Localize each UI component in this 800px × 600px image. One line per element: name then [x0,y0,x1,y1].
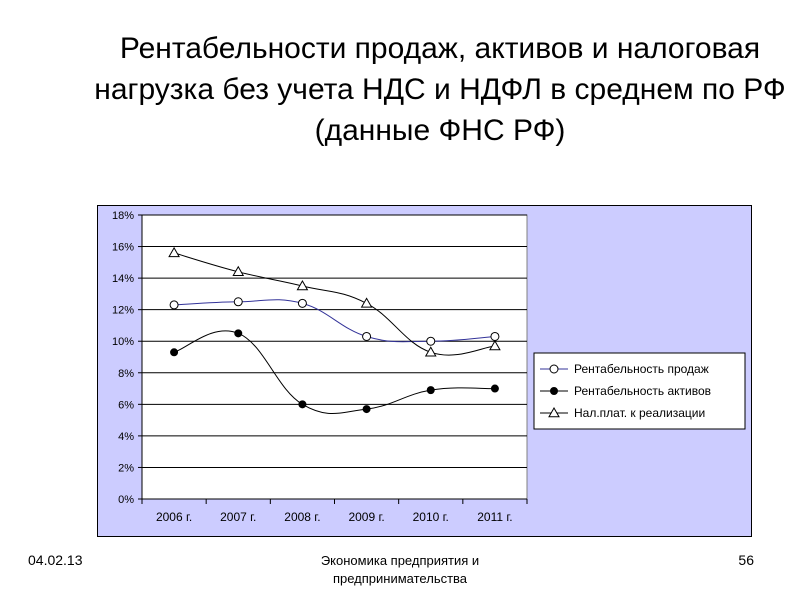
slide-title: Рентабельности продаж, активов и налогов… [94,32,786,147]
data-point [362,405,371,414]
y-tick-label: 2% [118,462,134,474]
legend-label: Нал.плат. к реализации [574,406,705,420]
y-tick-label: 16% [112,242,134,254]
legend [533,352,746,430]
chart: 0% 2% 4% 6% 8% 10% 12% 14% 16% 18% 2006 г. 2007 г. 2… [97,205,752,537]
data-point [234,329,243,338]
x-tick-label: 2011 г. [477,510,512,524]
series-line-2 [173,330,495,414]
series-line-3 [173,252,495,356]
legend-marker [548,406,560,418]
y-tick-label: 6% [118,399,134,411]
data-point [296,279,309,291]
y-tick-label: 18% [112,210,134,222]
y-tick-label: 14% [112,273,134,285]
page-number: 56 [738,552,754,568]
y-tick-label: 4% [118,431,134,443]
legend-marker [550,387,558,395]
x-tick-label: 2009 г. [348,510,384,524]
data-point [424,346,437,357]
y-tick-label: 10% [112,336,134,348]
data-point [362,331,372,341]
data-point [360,297,373,308]
legend-marker [549,364,559,374]
data-point [426,336,436,346]
data-point [168,246,180,258]
legend-label: Рентабельность активов [574,384,711,398]
data-point [298,400,307,409]
data-point [297,298,307,308]
y-tick-label: 12% [112,305,134,317]
series-line-1 [174,299,495,343]
y-tick-label: 8% [118,368,134,380]
footer-course-name: Экономика предприятия и предпринимательс… [320,553,480,586]
data-point [490,331,500,341]
x-tick-label: 2006 г. [156,510,192,524]
plot-area [141,214,528,500]
data-point [232,265,245,277]
data-point [490,384,499,393]
data-point [170,348,179,357]
x-tick-label: 2007 г. [220,510,256,524]
x-tick-label: 2008 г. [284,510,320,524]
data-point [233,297,243,307]
x-tick-label: 2010 г. [413,510,449,524]
data-point [489,339,501,351]
data-point [169,300,179,310]
footer-date: 04.02.13 [28,552,83,568]
y-tick-label: 0% [118,494,134,506]
legend-label: Рентабельность продаж [574,362,709,376]
data-point [426,386,435,395]
